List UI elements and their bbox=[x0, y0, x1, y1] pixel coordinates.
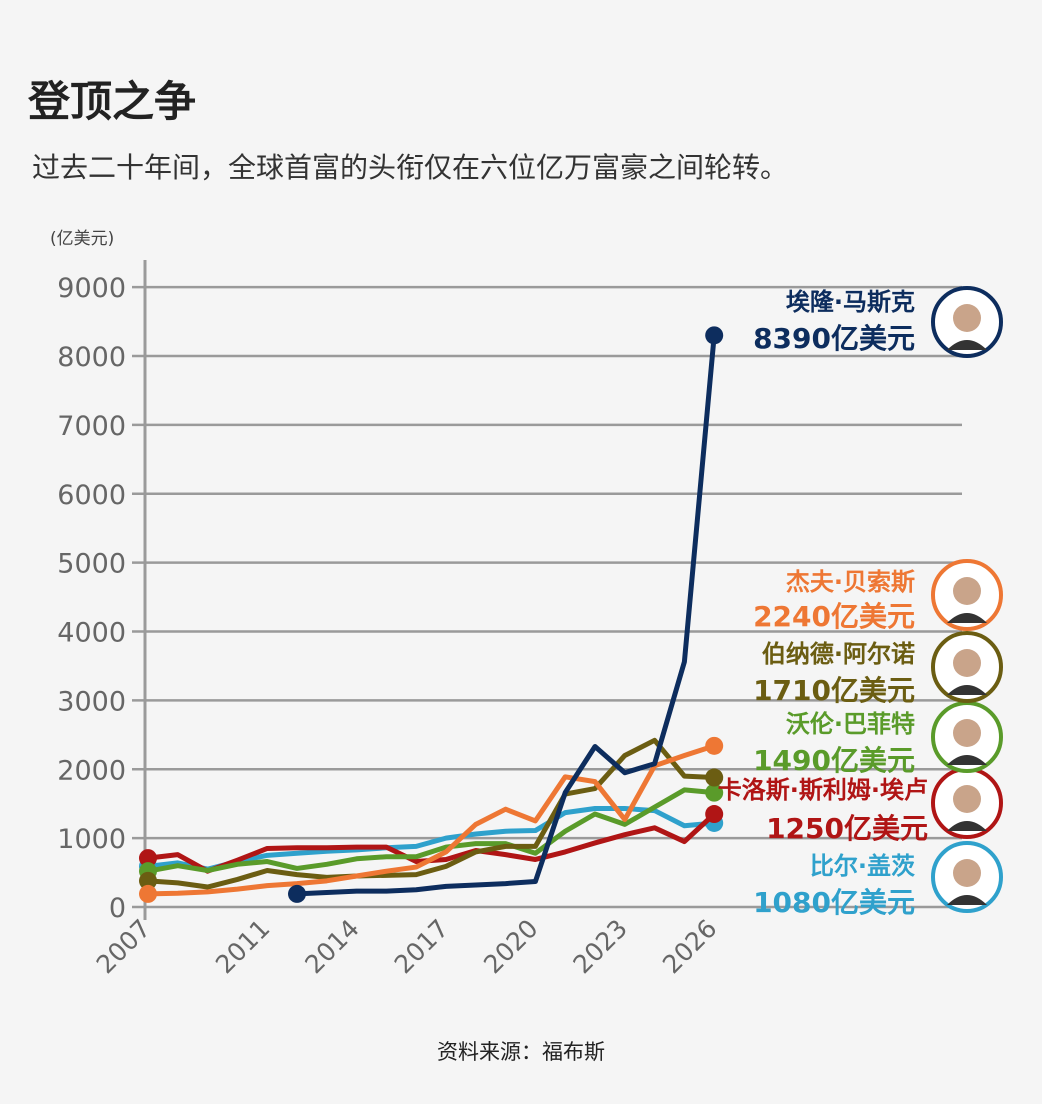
x-tick-label: 2011 bbox=[210, 914, 275, 979]
series-value-label: 1710亿美元 bbox=[753, 674, 915, 707]
avatar-body bbox=[947, 613, 987, 623]
series-line bbox=[296, 335, 717, 897]
avatar-body bbox=[947, 685, 987, 695]
y-tick-label: 3000 bbox=[57, 686, 126, 717]
series-value-label: 1250亿美元 bbox=[766, 812, 928, 845]
avatar-face bbox=[953, 785, 981, 813]
series-line bbox=[147, 743, 715, 897]
series-start-marker bbox=[288, 884, 306, 903]
series-value-label: 2240亿美元 bbox=[753, 600, 915, 633]
series-name-label: 比尔·盖茨 bbox=[810, 852, 915, 880]
avatar-body bbox=[947, 895, 987, 905]
series-name-label: 卡洛斯·斯利姆·埃卢 bbox=[718, 776, 928, 804]
series-end-marker bbox=[705, 768, 724, 787]
x-tick-label: 2023 bbox=[568, 914, 633, 979]
series-end-marker bbox=[705, 326, 724, 345]
series-line bbox=[147, 737, 715, 890]
y-axis-label: (亿美元) bbox=[50, 229, 115, 249]
page-title: 登顶之争 bbox=[28, 77, 197, 126]
source-note: 资料来源：福布斯 bbox=[437, 1040, 605, 1064]
x-tick-label: 2026 bbox=[657, 914, 722, 979]
avatar-body bbox=[947, 821, 987, 831]
series-name-label: 沃伦·巴菲特 bbox=[786, 710, 915, 738]
x-tick-label: 2020 bbox=[478, 914, 543, 979]
series-end-marker bbox=[705, 805, 724, 824]
series-value-label: 1490亿美元 bbox=[753, 744, 915, 777]
y-tick-label: 9000 bbox=[57, 273, 126, 304]
x-tick-label: 2017 bbox=[389, 914, 454, 979]
y-tick-label: 0 bbox=[109, 893, 126, 924]
series-name-label: 伯纳德·阿尔诺 bbox=[762, 640, 915, 668]
y-tick-label: 5000 bbox=[57, 549, 126, 580]
series-name-label: 杰夫·贝索斯 bbox=[786, 568, 915, 596]
series-start-marker bbox=[139, 884, 157, 903]
subtitle: 过去二十年间，全球首富的头衔仅在六位亿万富豪之间轮转。 bbox=[32, 151, 789, 184]
series-start-marker bbox=[139, 849, 157, 868]
series-end-marker bbox=[705, 783, 724, 802]
series-start-marker bbox=[139, 871, 157, 890]
y-tick-label: 2000 bbox=[57, 755, 126, 786]
series-value-label: 8390亿美元 bbox=[753, 322, 915, 355]
y-tick-label: 1000 bbox=[57, 824, 126, 855]
avatar-face bbox=[953, 719, 981, 747]
series-end-marker bbox=[705, 736, 724, 755]
series-value-label: 1080亿美元 bbox=[753, 886, 915, 919]
avatar-face bbox=[953, 859, 981, 887]
series-line bbox=[147, 787, 715, 874]
y-tick-label: 6000 bbox=[57, 480, 126, 511]
y-tick-label: 4000 bbox=[57, 618, 126, 649]
avatar-face bbox=[953, 649, 981, 677]
avatar-body bbox=[947, 340, 987, 350]
avatar-body bbox=[947, 755, 987, 765]
avatar-face bbox=[953, 304, 981, 332]
y-tick-label: 8000 bbox=[57, 342, 126, 373]
x-tick-label: 2014 bbox=[299, 914, 364, 979]
avatar-face bbox=[953, 577, 981, 605]
series-name-label: 埃隆·马斯克 bbox=[786, 288, 915, 316]
y-tick-label: 7000 bbox=[57, 411, 126, 442]
